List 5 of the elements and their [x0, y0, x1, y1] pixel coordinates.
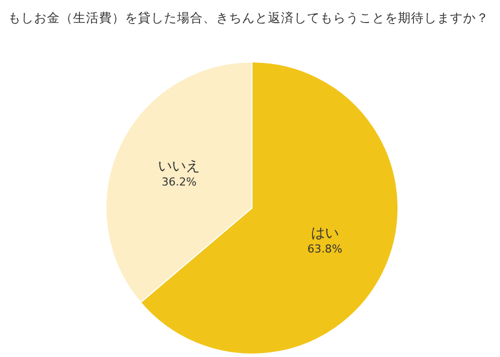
- slice-label: はい: [310, 226, 339, 242]
- data-label: 36.2%: [162, 175, 197, 188]
- chart-title: もしお金（生活費）を貸した場合、きちんと返済してもらうことを期待しますか？: [8, 10, 489, 25]
- slice-label: いいえ: [158, 158, 200, 174]
- data-label: 63.8%: [307, 242, 342, 256]
